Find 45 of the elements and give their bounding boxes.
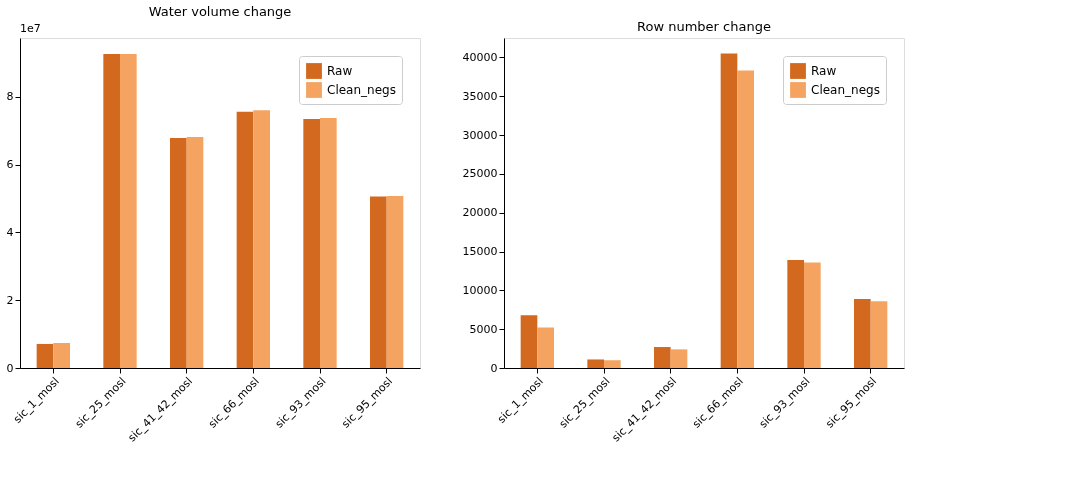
bar (604, 360, 621, 368)
bar (253, 110, 270, 368)
legend-label: Raw (327, 64, 353, 78)
y-tick-label: 0 (490, 361, 498, 375)
bar (520, 315, 538, 368)
y-tick-label: 6 (6, 158, 14, 172)
bar (854, 298, 871, 368)
y-tick-label: 25000 (462, 167, 498, 181)
bar (804, 262, 821, 368)
y-tick-label: 4 (6, 225, 14, 239)
bar (737, 70, 754, 368)
bar (870, 301, 888, 368)
chart-title: Row number change (637, 19, 771, 34)
legend-label: Clean_negs (327, 83, 396, 97)
y-tick-label: 35000 (462, 89, 498, 103)
bar (53, 342, 70, 368)
chart-title: Water volume change (148, 4, 292, 19)
y-tick-label: 5000 (469, 322, 498, 336)
bar (303, 118, 320, 368)
bar (720, 53, 738, 368)
bar (386, 195, 404, 368)
bar (36, 343, 54, 368)
y-tick-label: 20000 (462, 206, 498, 220)
bar (186, 136, 204, 368)
bar (654, 347, 671, 368)
y-tick-label: 0 (6, 361, 14, 375)
y-tick-label: 8 (6, 90, 14, 104)
y-tick-label: 40000 (462, 50, 498, 64)
bar (787, 260, 804, 368)
text: 1e7 (20, 22, 41, 35)
bar (370, 196, 387, 368)
y-tick-label: 10000 (462, 283, 498, 297)
bar (170, 137, 187, 368)
y-tick-label: 2 (6, 293, 14, 307)
bar (120, 53, 137, 368)
bar (103, 53, 120, 368)
bar (537, 327, 554, 368)
bar (670, 349, 688, 368)
legend-label: Clean_negs (811, 83, 880, 97)
bar (587, 359, 604, 368)
y-tick-label: 15000 (462, 245, 498, 259)
legend-label: Raw (811, 64, 837, 78)
y-tick-label: 30000 (462, 128, 498, 142)
bar (236, 111, 254, 368)
bar (320, 117, 337, 368)
